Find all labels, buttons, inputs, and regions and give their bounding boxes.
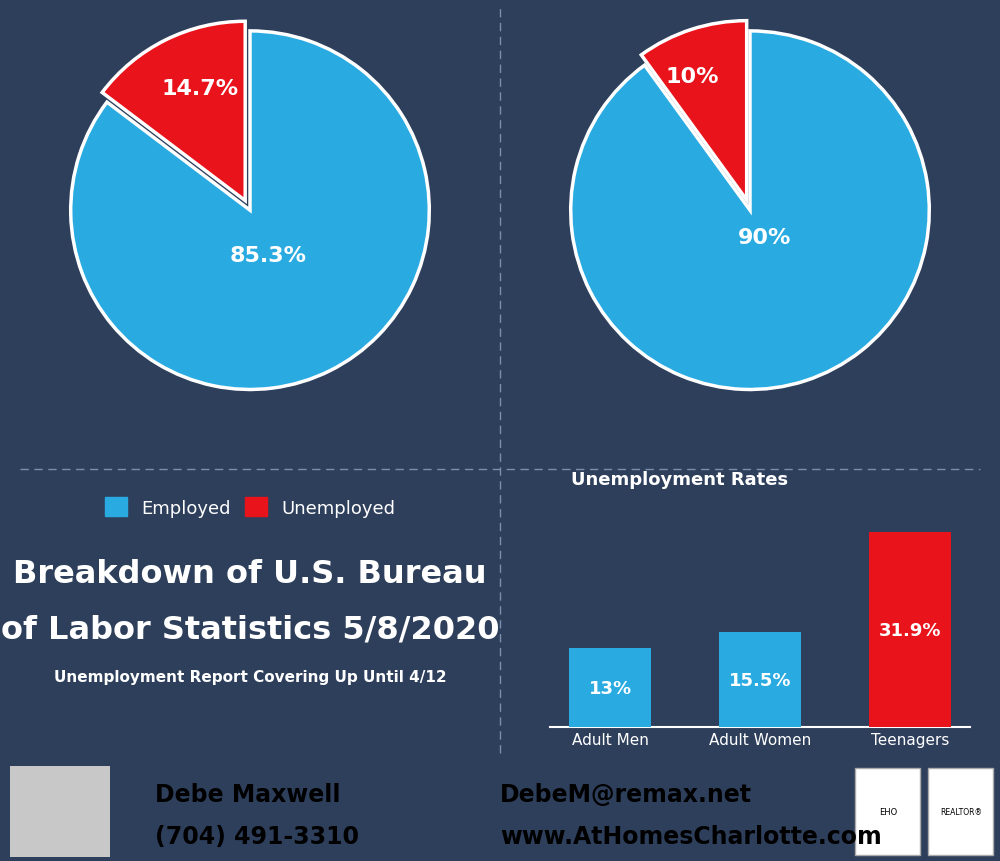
Text: Breakdown of U.S. Bureau: Breakdown of U.S. Bureau (13, 559, 487, 590)
Text: REALTOR®: REALTOR® (940, 807, 982, 816)
Text: www.AtHomesCharlotte.com: www.AtHomesCharlotte.com (500, 824, 882, 848)
Wedge shape (102, 22, 245, 201)
Text: 90%: 90% (738, 228, 791, 248)
Bar (719, 633, 801, 728)
Text: Debe Maxwell: Debe Maxwell (155, 782, 340, 806)
Legend: Temporary, Permanent: Temporary, Permanent (602, 491, 898, 524)
Wedge shape (641, 22, 747, 201)
FancyBboxPatch shape (928, 768, 993, 855)
Text: 15.5%: 15.5% (729, 671, 791, 689)
Bar (869, 532, 951, 728)
Text: EHO: EHO (879, 807, 897, 816)
FancyBboxPatch shape (855, 768, 920, 855)
Text: 85.3%: 85.3% (229, 245, 306, 266)
FancyBboxPatch shape (10, 766, 110, 857)
Text: 14.7%: 14.7% (161, 79, 238, 99)
Text: 13%: 13% (589, 678, 632, 697)
Wedge shape (71, 32, 429, 390)
Text: Unemployment Rates: Unemployment Rates (571, 470, 788, 488)
Text: Unemployment Report Covering Up Until 4/12: Unemployment Report Covering Up Until 4/… (54, 669, 446, 684)
Legend: Employed, Unemployed: Employed, Unemployed (98, 491, 402, 524)
Wedge shape (571, 32, 929, 390)
Text: (704) 491-3310: (704) 491-3310 (155, 824, 359, 848)
Text: 10%: 10% (666, 66, 719, 87)
Bar (569, 648, 651, 728)
Text: 31.9%: 31.9% (878, 621, 941, 639)
Text: of Labor Statistics 5/8/2020: of Labor Statistics 5/8/2020 (1, 614, 499, 645)
Text: DebeM@remax.net: DebeM@remax.net (500, 782, 752, 806)
